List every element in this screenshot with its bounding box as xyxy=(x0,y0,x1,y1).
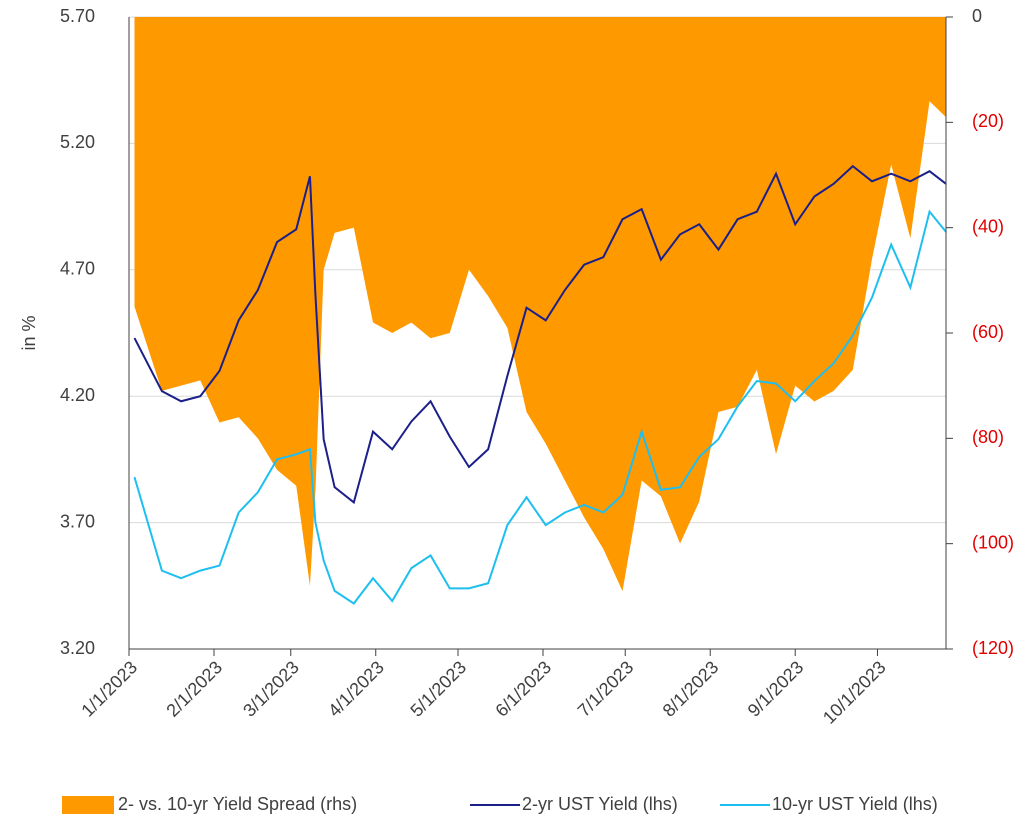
y-tick-label: 4.20 xyxy=(60,385,95,405)
legend-label: 2- vs. 10-yr Yield Spread (rhs) xyxy=(118,794,357,814)
x-tick-label: 10/1/2023 xyxy=(819,657,890,728)
x-tick-label: 4/1/2023 xyxy=(324,657,388,721)
x-tick-label: 9/1/2023 xyxy=(744,657,808,721)
y2-tick-label: (20) xyxy=(972,111,1004,131)
y-axis-label: in % xyxy=(19,315,39,350)
y2-tick-label: (100) xyxy=(972,532,1014,552)
legend-label: 2-yr UST Yield (lhs) xyxy=(522,794,678,814)
y-tick-label: 3.20 xyxy=(60,638,95,658)
legend-label: 10-yr UST Yield (lhs) xyxy=(772,794,938,814)
x-tick-label: 6/1/2023 xyxy=(491,657,555,721)
y-tick-label: 4.70 xyxy=(60,259,95,279)
yield-line xyxy=(133,209,947,605)
y-tick-label: 5.70 xyxy=(60,6,95,26)
legend-swatch xyxy=(62,796,114,814)
spread-area xyxy=(134,17,946,592)
y2-tick-label: (80) xyxy=(972,427,1004,447)
x-tick-label: 5/1/2023 xyxy=(406,657,470,721)
x-tick-label: 1/1/2023 xyxy=(77,657,141,721)
y-tick-label: 5.20 xyxy=(60,132,95,152)
x-tick-label: 8/1/2023 xyxy=(659,657,723,721)
y2-tick-label: (120) xyxy=(972,638,1014,658)
y2-tick-label: (60) xyxy=(972,322,1004,342)
x-tick-label: 7/1/2023 xyxy=(574,657,638,721)
yield-line xyxy=(133,164,947,505)
x-tick-label: 2/1/2023 xyxy=(162,657,226,721)
y-tick-label: 3.70 xyxy=(60,511,95,531)
y2-tick-label: (40) xyxy=(972,216,1004,236)
y2-tick-label: 0 xyxy=(972,6,982,26)
x-tick-label: 3/1/2023 xyxy=(239,657,303,721)
